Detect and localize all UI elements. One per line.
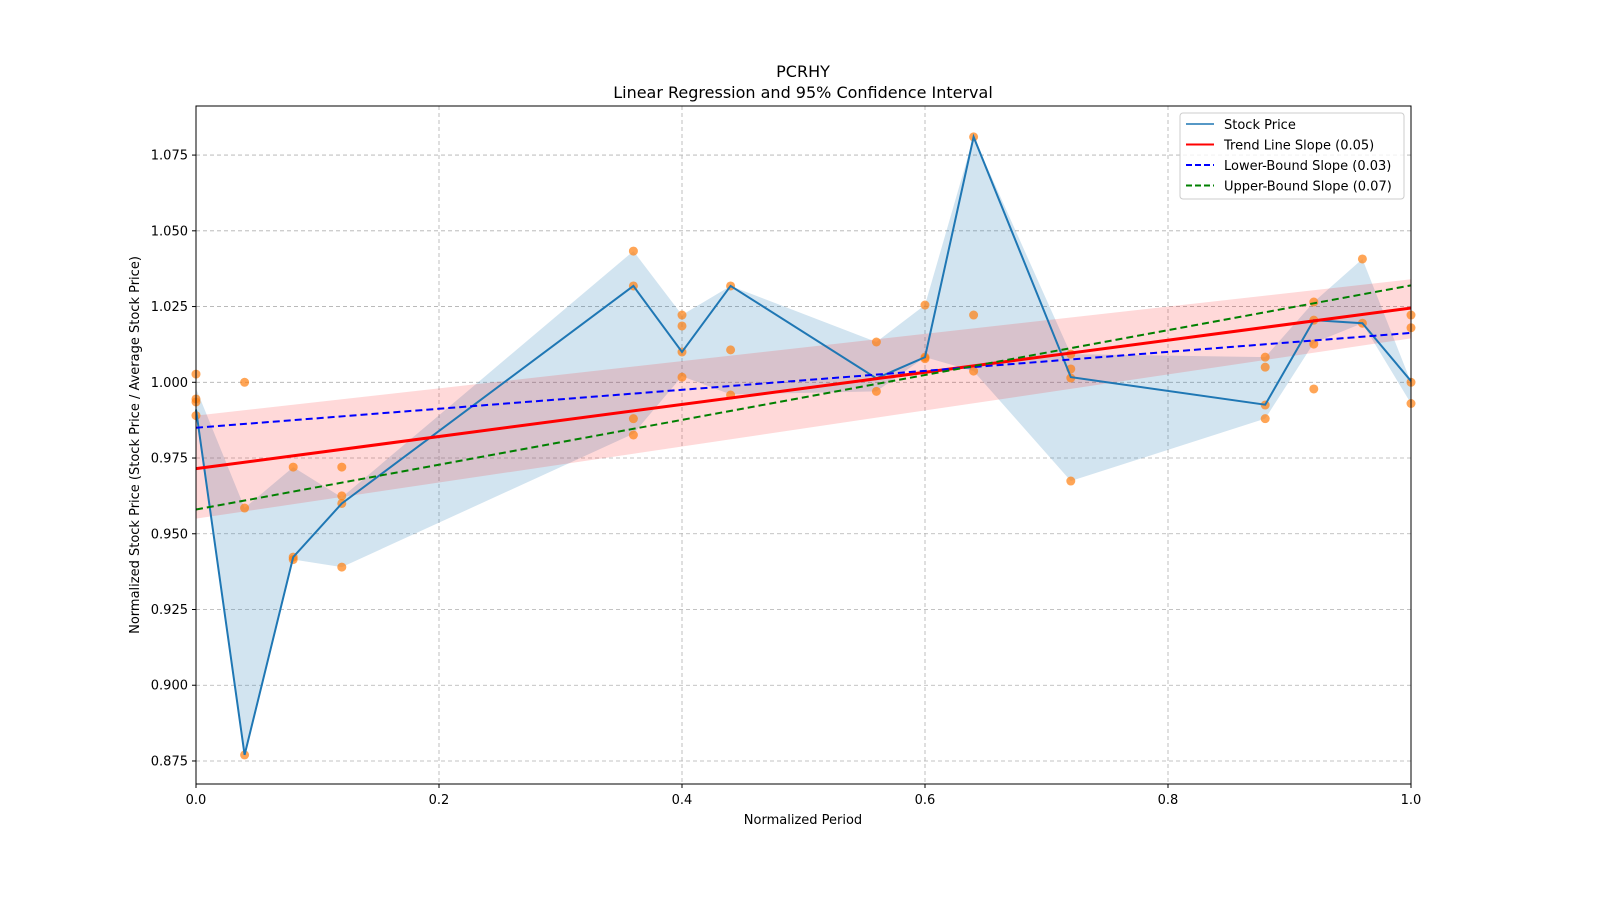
- x-tick-label: 0.8: [1158, 793, 1179, 808]
- y-tick-label: 0.950: [151, 527, 188, 542]
- y-tick-label: 1.075: [151, 149, 188, 164]
- scatter-point: [288, 462, 298, 472]
- y-tick-label: 1.050: [151, 224, 188, 239]
- x-tick-label: 1.0: [1401, 793, 1422, 808]
- scatter-point: [337, 462, 347, 472]
- axis-ticks: 0.0 0.2 0.4 0.6 0.8 1.0 0.875 0.900 0.925 0.950 0.…: [151, 149, 1422, 808]
- legend-label: Trend Line Slope (0.05): [1223, 139, 1374, 154]
- scatter-point: [1260, 414, 1270, 424]
- scatter-point: [1309, 384, 1319, 394]
- trend-confidence-band: [196, 279, 1411, 519]
- scatter-point: [628, 246, 638, 256]
- plot-marks: [191, 132, 1416, 760]
- scatter-point: [1260, 362, 1270, 372]
- plot-frame: [195, 105, 1412, 785]
- y-tick-label: 0.875: [151, 754, 188, 769]
- chart-subtitle: Linear Regression and 95% Confidence Int…: [613, 83, 993, 102]
- scatter-point: [337, 491, 347, 501]
- y-tick-label: 0.975: [151, 452, 188, 467]
- scatter-point: [920, 300, 930, 310]
- scatter-point: [240, 377, 250, 387]
- scatter-point: [726, 345, 736, 355]
- y-tick-label: 1.025: [151, 300, 188, 315]
- y-tick-label: 1.000: [151, 376, 188, 391]
- scatter-point: [677, 310, 687, 320]
- scatter-point: [920, 354, 930, 364]
- scatter-point: [628, 430, 638, 440]
- x-tick-label: 0.0: [186, 793, 207, 808]
- legend-label: Lower-Bound Slope (0.03): [1224, 159, 1391, 174]
- y-tick-label: 0.925: [151, 603, 188, 618]
- scatter-point: [1309, 339, 1319, 349]
- scatter-point: [1260, 352, 1270, 362]
- x-axis-label: Normalized Period: [744, 813, 862, 828]
- y-tick-label: 0.900: [151, 679, 188, 694]
- scatter-point: [969, 310, 979, 320]
- y-axis-label: Normalized Stock Price (Stock Price / Av…: [128, 256, 143, 634]
- scatter-point: [677, 321, 687, 331]
- legend: Stock Price Trend Line Slope (0.05) Lower-…: [1179, 112, 1405, 200]
- scatter-point: [871, 337, 881, 347]
- stock-price-band: [196, 136, 1411, 755]
- x-tick-label: 0.4: [672, 793, 693, 808]
- x-tick-label: 0.2: [429, 793, 450, 808]
- upper-bound-line: [195, 284, 1412, 511]
- scatter-point: [337, 562, 347, 572]
- lower-bound-line: [195, 331, 1412, 429]
- scatter-point: [628, 414, 638, 424]
- scatter-point: [871, 386, 881, 396]
- legend-label: Upper-Bound Slope (0.07): [1224, 180, 1392, 195]
- scatter-point: [677, 372, 687, 382]
- scatter-point: [1066, 476, 1076, 486]
- scatter-point: [969, 366, 979, 376]
- legend-label: Stock Price: [1224, 118, 1296, 133]
- scatter-point: [240, 503, 250, 513]
- x-tick-label: 0.6: [915, 793, 936, 808]
- chart-title: PCRHY: [776, 62, 830, 81]
- scatter-point: [1357, 254, 1367, 264]
- trend-line: [195, 306, 1412, 471]
